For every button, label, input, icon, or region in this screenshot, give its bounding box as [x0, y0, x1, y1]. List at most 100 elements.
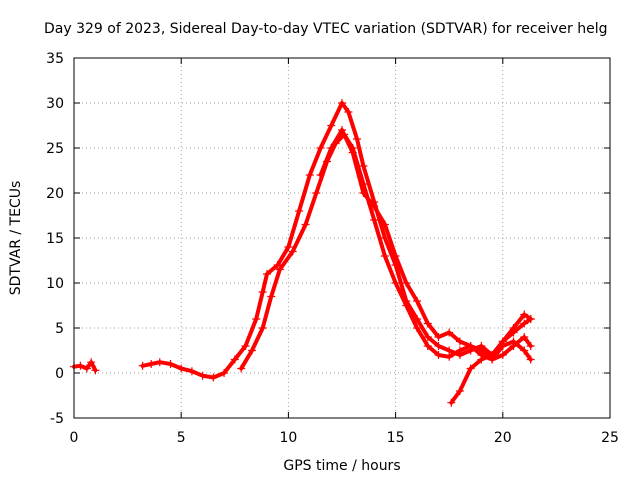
- data-point: [288, 247, 297, 256]
- data-point: [241, 342, 250, 350]
- data-point: [209, 373, 218, 382]
- y-tick-label: 15: [46, 231, 64, 247]
- data-point: [488, 351, 497, 359]
- data-point: [138, 361, 147, 370]
- x-tick-label: 15: [387, 430, 405, 446]
- data-point: [147, 360, 156, 368]
- data-point: [434, 333, 443, 341]
- data-point: [267, 292, 276, 301]
- series-secondary-arc: [237, 130, 535, 373]
- data-point: [391, 279, 400, 287]
- data-point: [477, 355, 486, 364]
- y-tick-label: 25: [46, 141, 64, 157]
- data-point: [455, 387, 464, 395]
- data-point: [284, 243, 293, 251]
- data-point: [455, 346, 464, 355]
- data-point: [380, 220, 389, 229]
- data-point: [520, 346, 529, 355]
- y-tick-label: 30: [46, 96, 64, 112]
- x-tick-label: 20: [494, 430, 512, 446]
- data-point: [187, 367, 196, 376]
- data-point: [434, 342, 443, 350]
- data-point: [348, 148, 357, 157]
- chart-title: Day 329 of 2023, Sidereal Day-to-day VTE…: [44, 21, 607, 37]
- data-point: [526, 342, 535, 350]
- plot-frame: [73, 57, 611, 419]
- series-line: [140, 101, 533, 380]
- data-point: [520, 310, 529, 319]
- data-point: [509, 324, 518, 332]
- data-point: [258, 288, 267, 296]
- data-point: [455, 337, 464, 346]
- data-point: [82, 364, 91, 373]
- data-point: [402, 301, 411, 310]
- data-point: [423, 333, 432, 341]
- y-tick-label: 35: [46, 51, 64, 67]
- data-point: [344, 108, 353, 116]
- y-tick-label: 5: [55, 321, 64, 337]
- data-point: [466, 364, 475, 373]
- data-point: [91, 366, 100, 375]
- series-line: [318, 128, 533, 362]
- data-point: [498, 351, 507, 359]
- data-point: [166, 360, 175, 368]
- y-tick-label: 10: [46, 276, 64, 292]
- data-point: [447, 398, 456, 407]
- data-point: [526, 315, 535, 323]
- data-point: [312, 189, 321, 197]
- data-point: [275, 265, 284, 274]
- y-axis-label: SDTVAR / TECUs: [8, 181, 24, 296]
- data-point: [273, 261, 282, 269]
- data-point: [520, 333, 529, 341]
- data-point: [262, 270, 271, 278]
- data-point: [353, 135, 362, 143]
- x-tick-label: 10: [279, 430, 297, 446]
- data-point: [338, 126, 346, 134]
- y-tick-label: 0: [55, 366, 64, 382]
- data-point: [434, 351, 443, 359]
- data-point: [87, 358, 96, 367]
- x-tick-label: 0: [70, 430, 79, 446]
- data-point: [338, 99, 346, 107]
- y-tick-label: -5: [50, 411, 64, 427]
- data-point: [247, 346, 256, 355]
- data-point: [76, 361, 85, 370]
- data-point: [316, 144, 325, 152]
- data-series: [70, 99, 535, 407]
- data-point: [413, 324, 422, 332]
- data-point: [301, 220, 310, 229]
- data-point: [327, 144, 336, 152]
- data-point: [391, 252, 400, 260]
- data-point: [237, 364, 246, 373]
- data-point: [305, 171, 314, 179]
- data-point: [498, 337, 507, 346]
- data-point: [359, 189, 368, 197]
- data-point: [509, 337, 518, 346]
- data-point: [252, 315, 261, 323]
- data-point: [526, 355, 535, 364]
- x-axis-label: GPS time / hours: [283, 458, 400, 474]
- axis-ticks: -5 0 5 10 15 20 25 30 35 0 5 10 15 20 25: [46, 51, 619, 446]
- data-point: [445, 328, 454, 337]
- data-point: [155, 358, 164, 367]
- data-point: [258, 324, 267, 332]
- data-point: [316, 171, 325, 179]
- data-point: [370, 202, 379, 211]
- data-point: [230, 355, 239, 364]
- data-point: [380, 252, 389, 260]
- data-point: [402, 279, 411, 287]
- y-tick-label: 20: [46, 186, 64, 202]
- data-point: [327, 121, 336, 130]
- data-point: [370, 216, 379, 224]
- data-point: [220, 369, 229, 377]
- x-tick-label: 25: [601, 430, 619, 446]
- data-point: [423, 342, 432, 350]
- data-point: [295, 207, 304, 215]
- data-point: [413, 297, 422, 305]
- series-third-arc: [316, 126, 535, 364]
- data-point: [445, 352, 454, 361]
- data-point: [198, 371, 207, 380]
- data-point: [520, 319, 529, 328]
- series-late-evening: [447, 310, 535, 407]
